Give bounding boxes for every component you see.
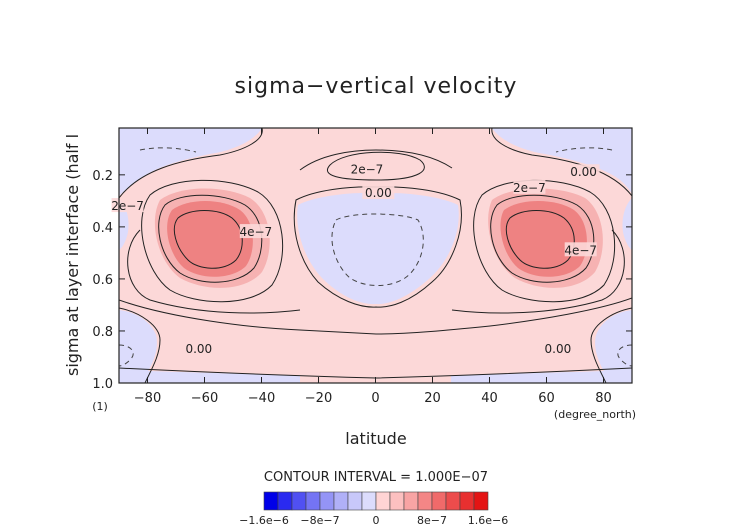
contour-line-south-1 xyxy=(158,194,263,283)
contour-label: 0.00 xyxy=(570,165,597,179)
y-tick-label: 0.2 xyxy=(92,169,113,184)
negative-region-upper-north xyxy=(492,128,632,194)
colorbar-swatch xyxy=(347,491,363,511)
contour-label: 0.00 xyxy=(545,342,572,356)
contour-label: 2e−7 xyxy=(351,163,384,177)
colorbar-swatch xyxy=(431,491,447,511)
contour-line-zero-lower-north xyxy=(590,307,632,383)
colorbar-swatch xyxy=(263,491,279,511)
x-tick-label: 80 xyxy=(595,391,612,406)
negative-region-upper-south xyxy=(119,128,262,196)
x-tick-label: 20 xyxy=(424,391,441,406)
x-tick-label: 0 xyxy=(371,391,379,406)
contour-label-bg xyxy=(239,224,272,239)
colorbar-tick-label: 1.6e−6 xyxy=(468,514,508,527)
colorbar-swatch xyxy=(333,491,349,511)
y-axis-label: sigma at layer interface (half l xyxy=(63,134,82,376)
colorbar-swatch xyxy=(417,491,433,511)
colorbar-swatch xyxy=(459,491,475,511)
y-tick-label: 1.0 xyxy=(92,377,113,392)
colorbar-tick-label: 0 xyxy=(373,514,380,527)
contour-line-upper-band-north xyxy=(451,229,625,314)
contour-label-bg xyxy=(182,341,215,356)
contour-line-mid-band xyxy=(119,297,632,335)
colorbar-swatch xyxy=(473,491,489,511)
contour-lines xyxy=(119,128,632,383)
contour-line-north-3 xyxy=(473,179,616,303)
colorbar-swatch xyxy=(305,491,321,511)
negative-strip-bottom-left xyxy=(119,370,300,383)
positive-max-south-inner xyxy=(167,201,253,277)
colorbar-swatch xyxy=(389,491,405,511)
y-index-note: (1) xyxy=(92,400,108,413)
colorbar-swatch xyxy=(319,491,335,511)
y-axis: 0.2 0.4 0.6 0.8 1.0 xyxy=(92,169,632,392)
contour-line-north-1 xyxy=(490,194,595,283)
x-tick-label: −80 xyxy=(134,391,161,406)
contour-label-bg xyxy=(564,242,597,257)
positive-max-north-inner xyxy=(500,201,587,277)
y-tick-label: 0.6 xyxy=(92,273,113,288)
colorbar-labels: −1.6e−6 −8e−7 0 8e−7 1.6e−6 xyxy=(239,514,508,527)
colorbar-tick-label: −8e−7 xyxy=(300,514,339,527)
contour-line-south-3 xyxy=(141,179,284,303)
contour-label: 2e−7 xyxy=(513,181,546,195)
negative-region-lower-south xyxy=(119,310,157,383)
contour-label-bg xyxy=(513,179,546,194)
colorbar-swatch xyxy=(291,491,307,511)
dashed-contours xyxy=(119,147,632,367)
y-tick-label: 0.4 xyxy=(92,221,113,236)
colorbar-swatch xyxy=(277,491,293,511)
y-tick-label: 0.8 xyxy=(92,325,113,340)
x-tick-label: −40 xyxy=(248,391,275,406)
x-tick-label: 40 xyxy=(481,391,498,406)
negative-strip-bottom-right xyxy=(451,370,632,383)
x-axis-label: latitude xyxy=(345,429,406,448)
contour-line-north-2 xyxy=(505,210,575,269)
x-tick-label: 60 xyxy=(538,391,555,406)
dashed-contour-equator xyxy=(331,213,424,286)
colorbar-tick-label: 8e−7 xyxy=(417,514,447,527)
negative-region-edge-north xyxy=(622,198,632,250)
contour-line-top-equator xyxy=(299,149,453,171)
colorbar-swatch xyxy=(403,491,419,511)
contour-interval: CONTOUR INTERVAL = 1.000E−07 xyxy=(264,470,488,485)
contour-line-upper-band xyxy=(127,229,301,314)
contour-label: 4e−7 xyxy=(564,243,597,257)
x-tick-label: −20 xyxy=(305,391,332,406)
x-tick-label: −60 xyxy=(191,391,218,406)
colorbar xyxy=(263,491,489,511)
contour-label: 0.00 xyxy=(185,342,212,356)
contour-line-small-north xyxy=(327,151,425,181)
dashed-contour-upper-north xyxy=(555,147,613,153)
contour-label: 0.00 xyxy=(365,186,392,200)
contour-label: 4e−7 xyxy=(239,225,272,239)
x-axis: −80 −60 −40 −20 0 20 40 60 80 xyxy=(134,128,612,406)
contour-line-south-2 xyxy=(173,210,243,269)
contour-label-bg xyxy=(567,164,600,179)
contour-label-bg xyxy=(362,185,395,200)
contour-label-bg xyxy=(541,341,574,356)
contour-line-zero-upper-north xyxy=(491,128,632,197)
contour-label-bg xyxy=(350,161,383,176)
negative-region-lower-north xyxy=(595,310,632,383)
colorbar-swatch xyxy=(361,491,377,511)
contour-line-zero-upper xyxy=(119,128,263,199)
contour-line-zero-lower xyxy=(119,307,161,383)
contour-label: 2e−7 xyxy=(111,199,144,213)
dashed-contour-upper-south xyxy=(139,147,197,153)
chart-title: sigma−vertical velocity xyxy=(235,74,518,99)
colorbar-tick-label: −1.6e−6 xyxy=(239,514,289,527)
x-axis-units: (degree_north) xyxy=(554,408,636,421)
colorbar-swatch xyxy=(445,491,461,511)
colorbar-swatch xyxy=(375,491,391,511)
